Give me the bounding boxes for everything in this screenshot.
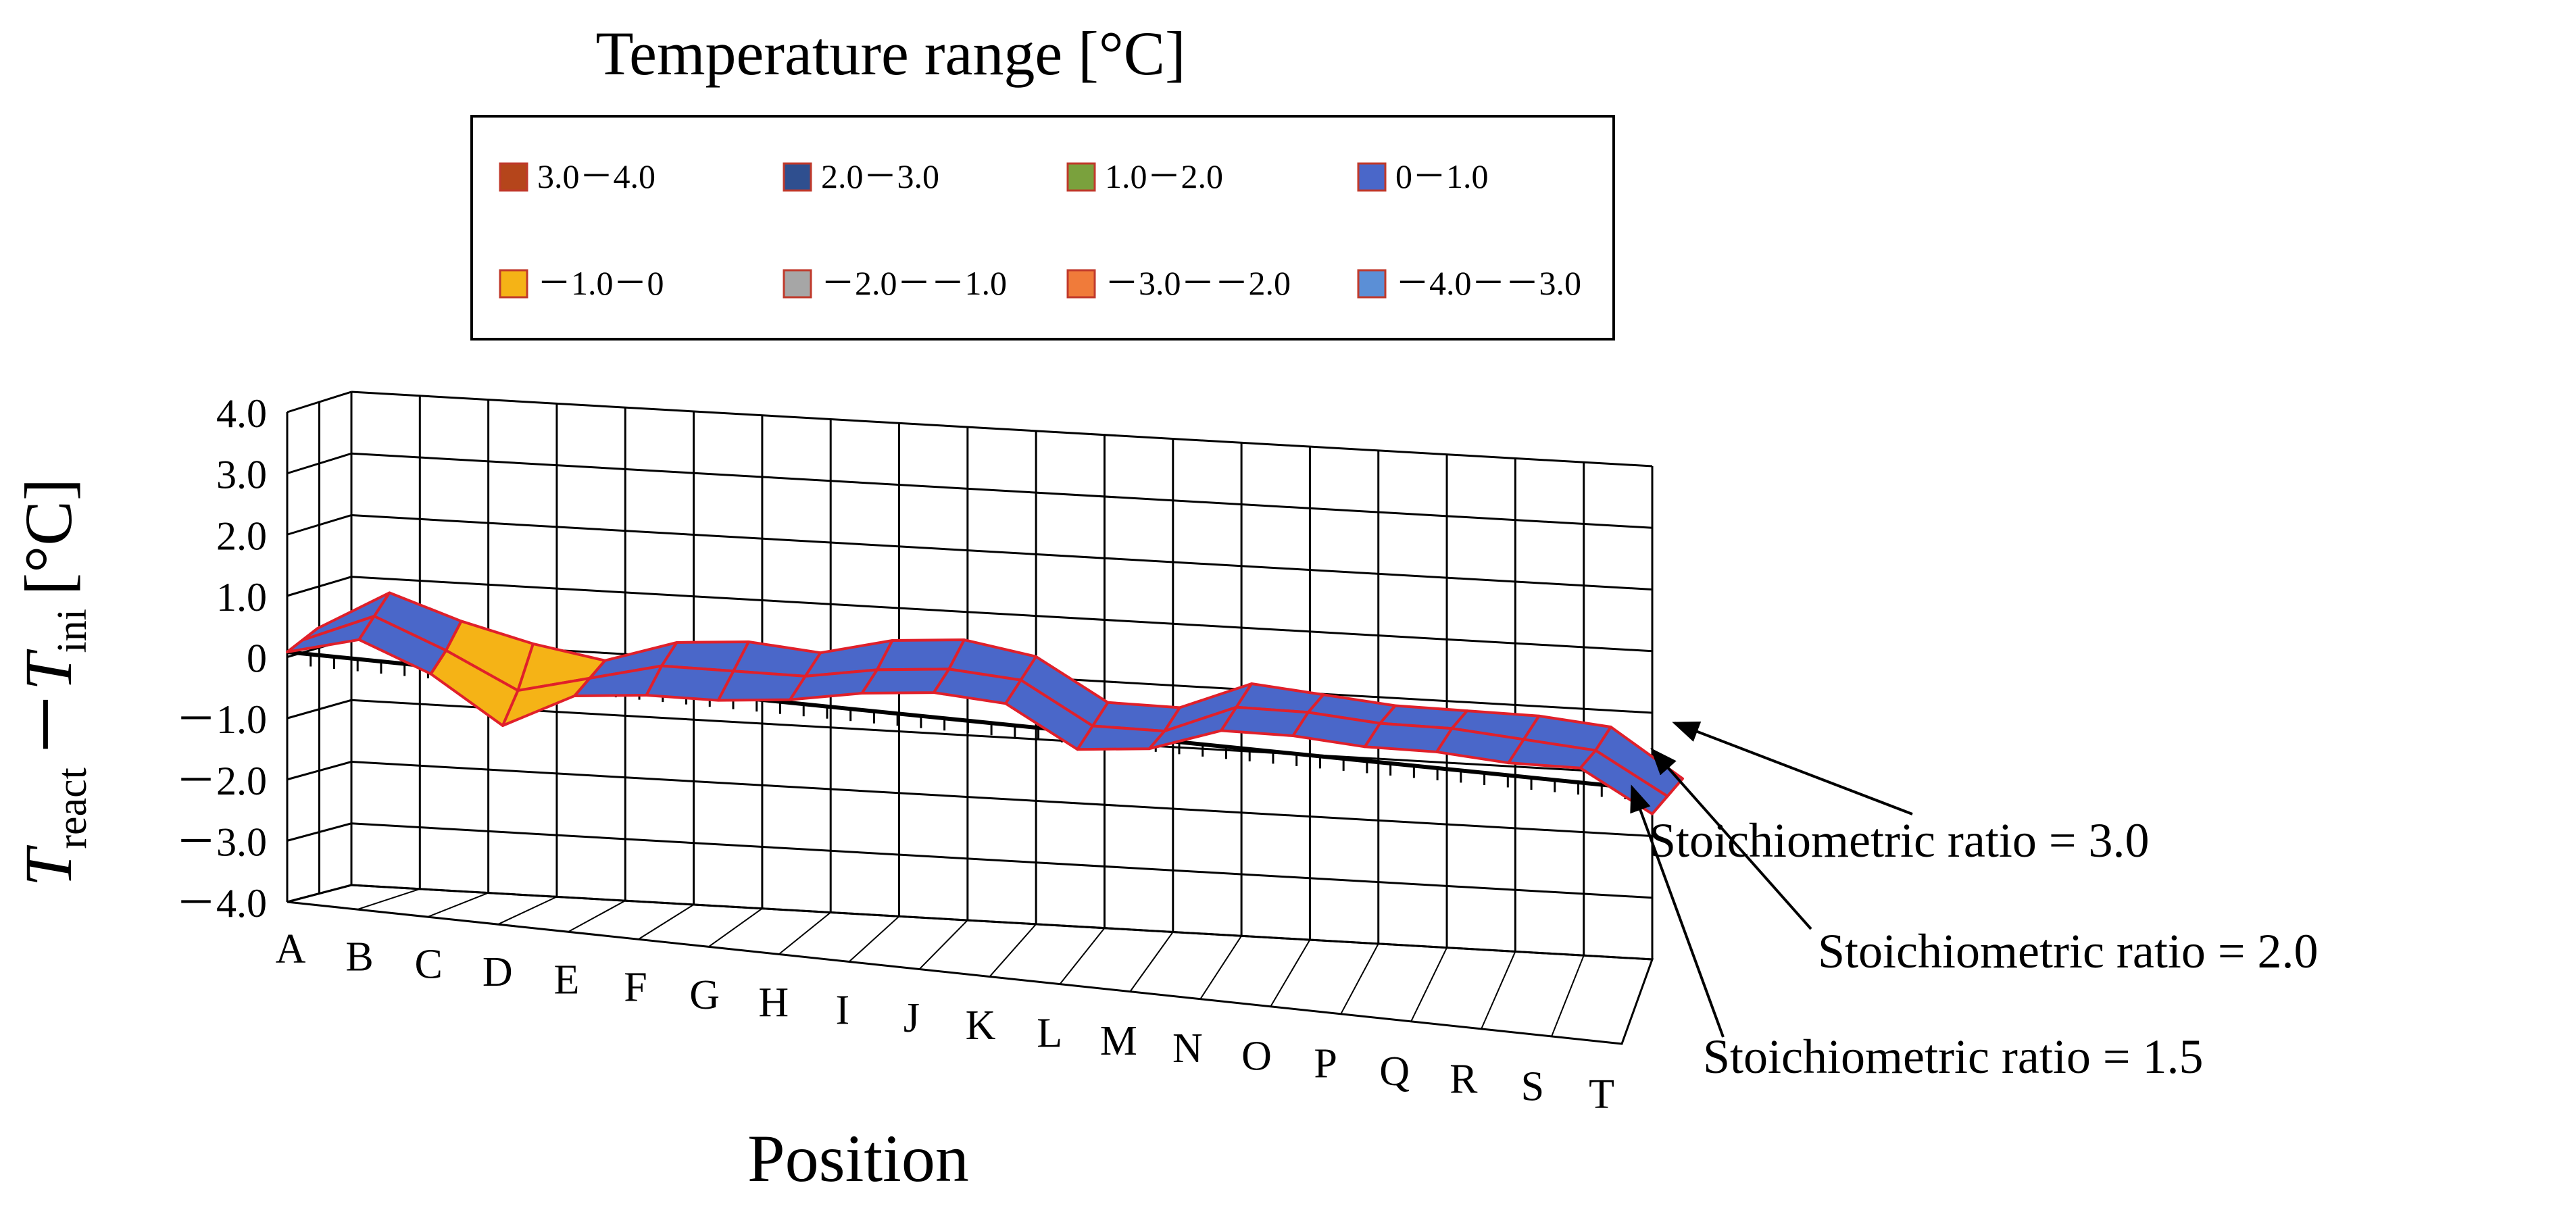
legend-label-1: 2.0－3.0 xyxy=(821,157,939,195)
x-tick-label-P: P xyxy=(1314,1041,1337,1087)
y-tick-label: －4.0 xyxy=(176,881,267,926)
floor-gridline xyxy=(1270,939,1311,1007)
arrow-ratio-1-5 xyxy=(1630,784,1725,1038)
x-tick-label-E: E xyxy=(553,957,579,1003)
annotation-ratio-1-5: Stoichiometric ratio = 1.5 xyxy=(1703,1030,2203,1084)
x-tick-label-M: M xyxy=(1100,1018,1137,1064)
legend-swatch-5 xyxy=(783,269,812,299)
floor-gridline xyxy=(1410,947,1447,1022)
y-title-unit: [°C] xyxy=(11,478,86,595)
back-gridline-h xyxy=(351,452,1653,529)
surface-mesh xyxy=(286,591,1684,815)
y-tick-label: 3.0 xyxy=(216,453,267,497)
floor-gridline xyxy=(287,884,352,903)
x-tick-label-J: J xyxy=(903,995,920,1041)
y-tick-label: 1.0 xyxy=(216,575,267,620)
floor-gridline xyxy=(568,900,626,933)
floor-gridline xyxy=(427,892,489,918)
back-gridline-h xyxy=(351,761,1653,837)
legend-swatch-2 xyxy=(1066,162,1096,192)
y-tick-label: 4.0 xyxy=(216,391,267,436)
x-tick-label-F: F xyxy=(624,965,647,1011)
x-tick-label-L: L xyxy=(1037,1010,1062,1056)
arrow-ratio-3 xyxy=(1672,721,1913,815)
x-tick-label-I: I xyxy=(836,988,850,1034)
y-title-sub1: react xyxy=(49,767,95,849)
y-tick-label: 2.0 xyxy=(216,513,267,558)
y-title-t2: T xyxy=(11,649,86,690)
back-gridline-h xyxy=(351,514,1653,590)
legend-label-2: 1.0－2.0 xyxy=(1105,157,1223,195)
floor-gridline xyxy=(1481,951,1516,1030)
y-title-t1: T xyxy=(11,845,86,886)
y-tick-labels: 4.0 3.0 2.0 1.0 0 －1.0 －2.0 －3.0 －4.0 xyxy=(176,391,267,926)
y-tick-label: －2.0 xyxy=(176,759,267,803)
back-gridline-h xyxy=(351,822,1653,899)
x-tick-label-D: D xyxy=(482,949,513,995)
legend-swatch-0 xyxy=(499,162,528,192)
floor-gridline xyxy=(989,924,1037,978)
y-title-minus: － xyxy=(11,690,86,758)
x-tick-label-N: N xyxy=(1172,1026,1203,1072)
x-tick-label-Q: Q xyxy=(1379,1049,1410,1094)
y-tick-label: －1.0 xyxy=(176,697,267,742)
legend-label-3: 0－1.0 xyxy=(1395,157,1489,195)
legend-label-7: －4.0－－3.0 xyxy=(1395,264,1581,302)
annotation-ratio-3: Stoichiometric ratio = 3.0 xyxy=(1649,813,2149,867)
x-tick-label-A: A xyxy=(276,926,306,972)
back-gridline-h xyxy=(351,391,1653,468)
floor-gridline xyxy=(1199,935,1242,1000)
floor-gridline xyxy=(638,904,695,940)
floor-gridline xyxy=(1621,959,1653,1045)
legend-swatch-1 xyxy=(783,162,812,192)
floor-gridline xyxy=(1551,955,1585,1037)
floor-gridline xyxy=(848,915,900,963)
x-tick-label-K: K xyxy=(966,1003,996,1049)
floor-gridline xyxy=(1340,943,1379,1015)
y-title-sub2: ini xyxy=(49,609,95,653)
annotations: Stoichiometric ratio = 3.0 Stoichiometri… xyxy=(1630,721,2318,1084)
floor-gridline xyxy=(1129,931,1174,992)
floor-gridline xyxy=(708,907,763,948)
y-tick-label: 0 xyxy=(247,636,267,681)
legend-label-6: －3.0－－2.0 xyxy=(1105,264,1291,302)
y-axis-title: Treact－Tini[°C] xyxy=(11,478,95,886)
x-tick-label-S: S xyxy=(1521,1064,1544,1110)
legend-swatch-6 xyxy=(1066,269,1096,299)
legend-box xyxy=(470,115,1615,341)
x-tick-label-T: T xyxy=(1589,1072,1614,1117)
legend-label-4: －1.0－0 xyxy=(537,264,664,302)
x-tick-label-H: H xyxy=(758,980,789,1026)
x-tick-label-B: B xyxy=(345,934,373,980)
floor-gridline xyxy=(1059,928,1106,985)
annotation-ratio-2: Stoichiometric ratio = 2.0 xyxy=(1818,924,2318,978)
floor-gridline xyxy=(918,920,968,970)
legend-swatch-4 xyxy=(499,269,528,299)
back-gridline-h xyxy=(351,699,1653,776)
x-tick-label-G: G xyxy=(689,972,720,1018)
back-gridline-h xyxy=(351,576,1653,653)
x-tick-label-O: O xyxy=(1241,1033,1272,1079)
legend-swatch-3 xyxy=(1357,162,1387,192)
x-tick-label-R: R xyxy=(1450,1056,1478,1102)
legend-label-0: 3.0－4.0 xyxy=(537,157,655,195)
floor-gridline xyxy=(778,911,831,955)
arrow-ratio-2 xyxy=(1650,748,1812,930)
floor-gridline xyxy=(357,888,420,911)
legend-swatch-7 xyxy=(1357,269,1387,299)
y-tick-label: －3.0 xyxy=(176,820,267,864)
legend-label-5: －2.0－－1.0 xyxy=(821,264,1007,302)
x-axis-title: Position xyxy=(747,1121,969,1196)
legend: 3.0－4.0 2.0－3.0 1.0－2.0 0－1.0 －1.0－0 －2.0－－1.… xyxy=(499,157,1581,302)
svg-text:Treact－Tini[°C]: Treact－Tini[°C] xyxy=(11,478,95,886)
x-tick-label-C: C xyxy=(415,942,443,988)
legend-title: Temperature range [°C] xyxy=(595,19,1185,88)
floor-gridline xyxy=(497,896,558,926)
